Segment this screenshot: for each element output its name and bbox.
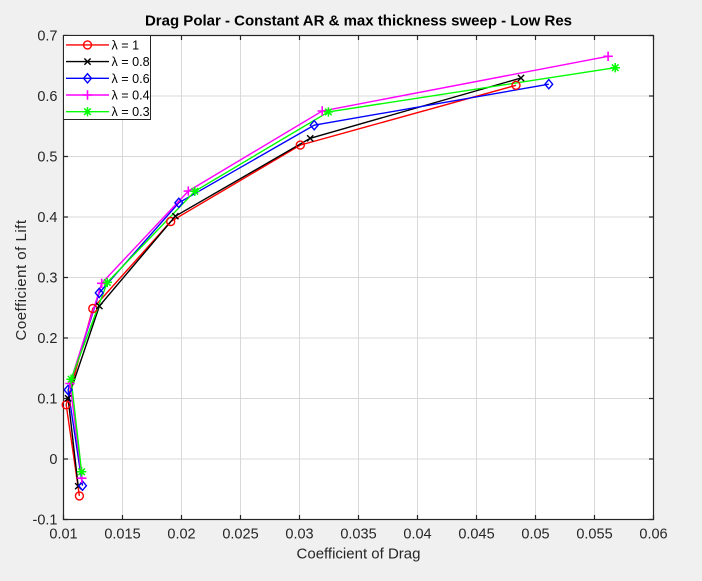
svg-text:0.035: 0.035 [340, 527, 376, 543]
svg-text:0.7: 0.7 [37, 29, 57, 45]
svg-text:Drag Polar - Constant AR & max: Drag Polar - Constant AR & max thickness… [145, 13, 572, 30]
svg-text:0.5: 0.5 [37, 150, 57, 166]
svg-text:0.6: 0.6 [37, 89, 57, 105]
svg-text:0.045: 0.045 [458, 527, 494, 543]
svg-text:0.04: 0.04 [403, 527, 431, 543]
svg-text:0.2: 0.2 [37, 331, 57, 347]
svg-text:0.3: 0.3 [37, 271, 57, 287]
svg-text:λ = 0.8: λ = 0.8 [112, 55, 150, 69]
svg-text:0.025: 0.025 [222, 527, 258, 543]
svg-text:0.03: 0.03 [285, 527, 313, 543]
svg-text:0.055: 0.055 [576, 527, 612, 543]
svg-text:0.01: 0.01 [49, 527, 77, 543]
svg-text:Coefficient of Lift: Coefficient of Lift [13, 219, 30, 340]
svg-text:0.05: 0.05 [521, 527, 549, 543]
svg-text:0.06: 0.06 [639, 527, 667, 543]
svg-text:λ = 0.6: λ = 0.6 [112, 72, 150, 86]
svg-text:λ = 0.3: λ = 0.3 [112, 105, 150, 119]
svg-text:0.015: 0.015 [104, 527, 140, 543]
svg-text:λ = 0.4: λ = 0.4 [112, 89, 150, 103]
svg-text:0.02: 0.02 [167, 527, 195, 543]
svg-text:0.1: 0.1 [37, 392, 57, 408]
svg-text:λ = 1: λ = 1 [112, 38, 140, 52]
svg-text:Coefficient of Drag: Coefficient of Drag [297, 546, 421, 563]
svg-text:0: 0 [49, 452, 57, 468]
svg-text:0.4: 0.4 [37, 210, 57, 226]
svg-text:-0.1: -0.1 [33, 513, 58, 529]
